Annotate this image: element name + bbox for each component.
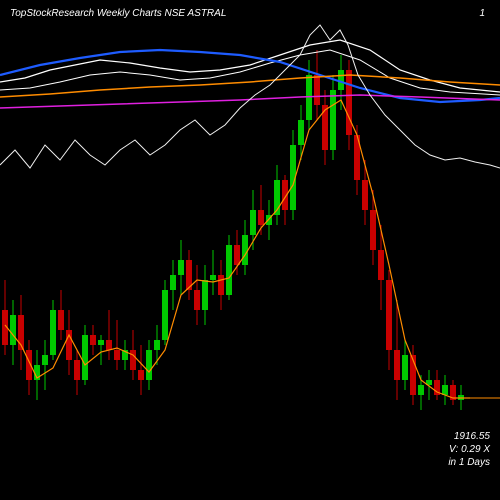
- chart-title: TopStockResearch Weekly Charts NSE ASTRA…: [10, 8, 226, 19]
- price-value: 1916.55: [448, 431, 490, 442]
- chart-timeframe: 1: [479, 8, 485, 19]
- period-value: in 1 Days: [448, 457, 490, 468]
- volume-value: V: 0.29 X: [448, 444, 490, 455]
- price-info-box: 1916.55 V: 0.29 X in 1 Days: [448, 429, 490, 470]
- candlestick-chart: [0, 0, 500, 500]
